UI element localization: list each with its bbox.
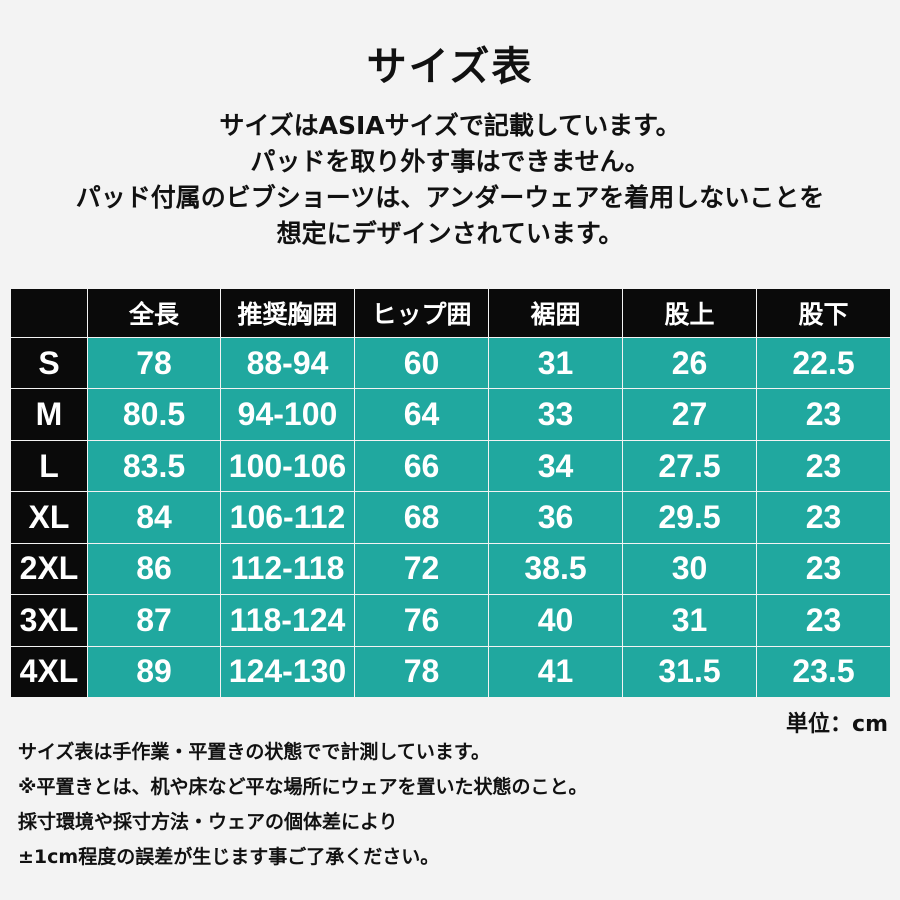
table-cell: 33 <box>488 388 623 441</box>
size-label: M <box>10 388 88 441</box>
table-cell: 38.5 <box>488 542 623 596</box>
size-table: 全長 推奨胸囲 ヒップ囲 裾囲 股上 股下 S 78 88-94 60 31 2… <box>10 288 891 699</box>
table-cell: 76 <box>354 594 489 647</box>
table-cell: 29.5 <box>622 491 757 544</box>
table-cell: 83.5 <box>87 439 221 493</box>
table-cell: 118-124 <box>220 594 355 647</box>
note-line: ※平置きとは、机や床など平な場所にウェアを置いた状態のこと。 <box>18 776 588 798</box>
notes: サイズ表は手作業・平置きの状態でで計測しています。 ※平置きとは、机や床など平な… <box>18 735 587 875</box>
note-line: 採寸環境や採寸方法・ウェアの個体差により <box>18 811 398 833</box>
table-cell: 22.5 <box>756 336 891 390</box>
table-cell: 68 <box>354 491 489 544</box>
table-cell: 87 <box>87 594 221 647</box>
table-cell: 78 <box>87 336 221 390</box>
table-row: S 78 88-94 60 31 26 22.5 <box>10 336 891 390</box>
table-cell: 26 <box>622 336 757 390</box>
table-cell: 41 <box>488 645 623 699</box>
table-cell: 23 <box>756 439 891 493</box>
intro-line: 想定にデザインされています。 <box>276 219 624 248</box>
table-cell: 60 <box>354 336 489 390</box>
table-cell: 89 <box>87 645 221 699</box>
table-cell: 30 <box>622 542 757 596</box>
page-title: サイズ表 <box>366 44 534 90</box>
table-row: 2XL 86 112-118 72 38.5 30 23 <box>10 542 891 596</box>
table-cell: 112-118 <box>220 542 355 596</box>
header-corner <box>10 288 88 338</box>
intro-line: パッドを取り外す事はできません。 <box>250 147 650 176</box>
table-header-row: 全長 推奨胸囲 ヒップ囲 裾囲 股上 股下 <box>10 288 891 338</box>
header-cell: 全長 <box>87 288 221 338</box>
table-cell: 31.5 <box>622 645 757 699</box>
table-cell: 78 <box>354 645 489 699</box>
table-cell: 84 <box>87 491 221 544</box>
intro-line: サイズはASIAサイズで記載しています。 <box>219 111 681 140</box>
table-cell: 94-100 <box>220 388 355 441</box>
table-cell: 31 <box>488 336 623 390</box>
intro-line: パッド付属のビブショーツは、アンダーウェアを着用しないことを <box>75 183 825 212</box>
size-label: L <box>10 439 88 493</box>
table-cell: 23 <box>756 594 891 647</box>
table-cell: 36 <box>488 491 623 544</box>
table-cell: 64 <box>354 388 489 441</box>
table-cell: 27 <box>622 388 757 441</box>
table-cell: 86 <box>87 542 221 596</box>
size-label: 4XL <box>10 645 88 699</box>
table-row: 3XL 87 118-124 76 40 31 23 <box>10 594 891 647</box>
table-cell: 23 <box>756 491 891 544</box>
size-label: S <box>10 336 88 390</box>
table-cell: 80.5 <box>87 388 221 441</box>
table-row: 4XL 89 124-130 78 41 31.5 23.5 <box>10 645 891 699</box>
note-line: ±1cm程度の誤差が生じます事ご了承ください。 <box>18 846 440 868</box>
table-cell: 34 <box>488 439 623 493</box>
size-label: 3XL <box>10 594 88 647</box>
table-cell: 72 <box>354 542 489 596</box>
header-cell: 裾囲 <box>488 288 623 338</box>
header-cell: 股上 <box>622 288 757 338</box>
table-cell: 88-94 <box>220 336 355 390</box>
table-row: L 83.5 100-106 66 34 27.5 23 <box>10 439 891 493</box>
note-line: サイズ表は手作業・平置きの状態でで計測しています。 <box>18 741 490 763</box>
table-cell: 27.5 <box>622 439 757 493</box>
table-cell: 124-130 <box>220 645 355 699</box>
header-cell: 股下 <box>756 288 891 338</box>
intro-text: サイズはASIAサイズで記載しています。 パッドを取り外す事はできません。 パッ… <box>0 108 900 252</box>
unit-label: 単位：cm <box>786 712 888 737</box>
table-row: XL 84 106-112 68 36 29.5 23 <box>10 491 891 544</box>
table-cell: 23 <box>756 542 891 596</box>
size-label: 2XL <box>10 542 88 596</box>
table-cell: 23.5 <box>756 645 891 699</box>
table-cell: 31 <box>622 594 757 647</box>
header-cell: 推奨胸囲 <box>220 288 355 338</box>
table-cell: 106-112 <box>220 491 355 544</box>
table-cell: 23 <box>756 388 891 441</box>
header-cell: ヒップ囲 <box>354 288 489 338</box>
table-row: M 80.5 94-100 64 33 27 23 <box>10 388 891 441</box>
table-cell: 66 <box>354 439 489 493</box>
table-cell: 40 <box>488 594 623 647</box>
size-label: XL <box>10 491 88 544</box>
table-cell: 100-106 <box>220 439 355 493</box>
